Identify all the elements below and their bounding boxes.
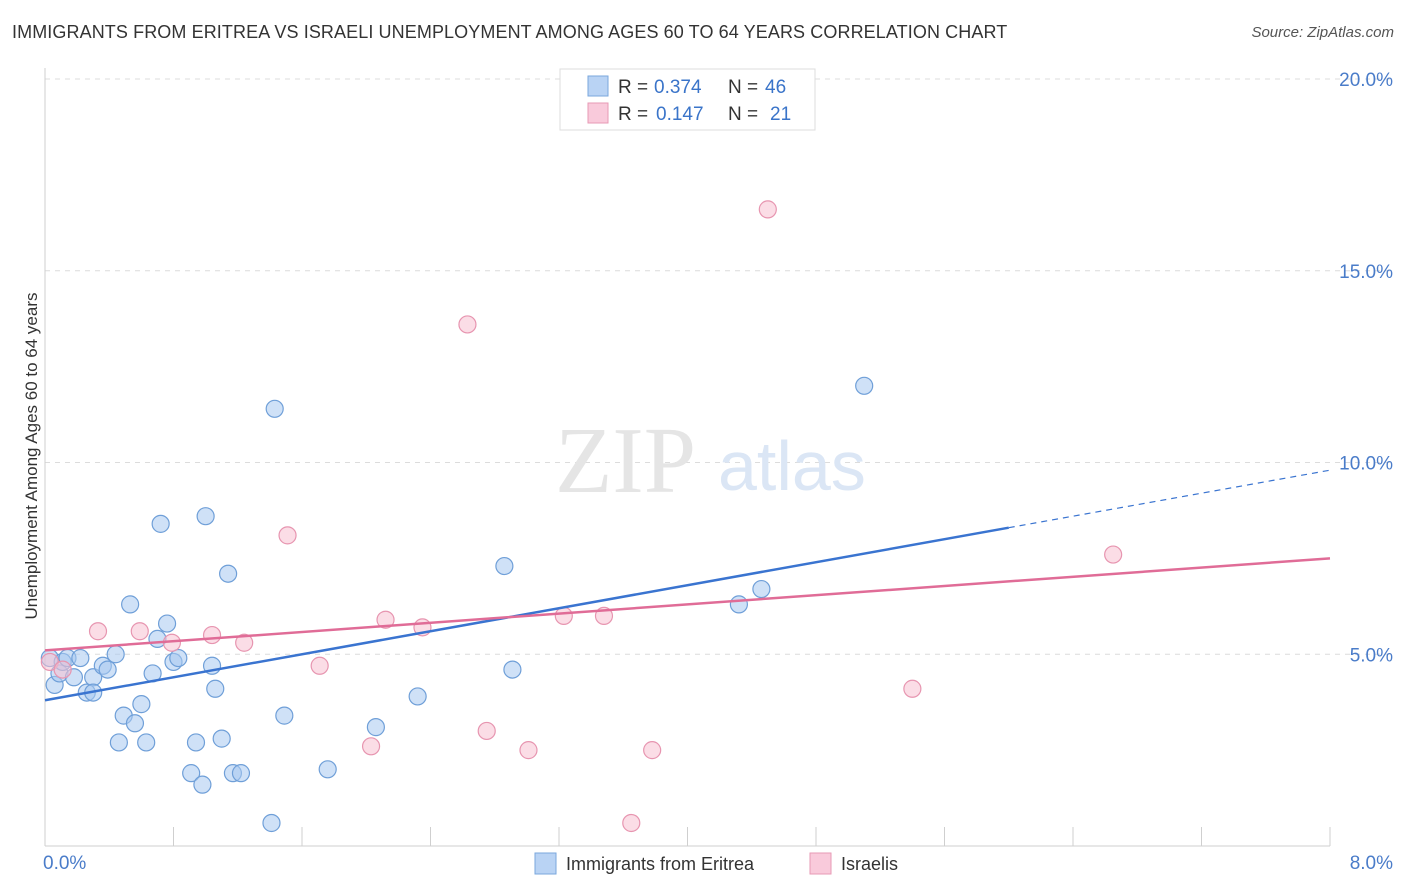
eritrea-point-22	[157, 614, 177, 633]
watermark-atlas: atlas	[718, 427, 866, 505]
eritrea-point-34	[231, 764, 251, 783]
bottom-legend-label-eritrea: Immigrants from Eritrea	[566, 854, 755, 874]
eritrea-point-24	[169, 648, 188, 668]
israelis-point-10	[376, 610, 395, 629]
x-ticks	[44, 827, 1331, 846]
legend-r-label-1: R =	[618, 77, 648, 98]
israelis-point-6	[235, 633, 254, 652]
israelis-point-15	[554, 606, 573, 626]
israelis-point-1	[53, 660, 72, 679]
legend-r-label-2: R =	[618, 104, 648, 125]
y-axis-title: Unemployment Among Ages 60 to 64 years	[22, 293, 41, 620]
eritrea-trend-extension	[1008, 469, 1331, 529]
legend-r-value-1: 0.374	[654, 77, 702, 98]
israelis-point-21	[1104, 545, 1123, 564]
eritrea-point-45	[855, 376, 874, 395]
israelis-point-2	[88, 622, 108, 641]
eritrea-point-21	[151, 514, 170, 533]
israelis-point-3	[130, 622, 149, 641]
watermark-zip: ZIP	[555, 409, 696, 513]
legend-n-value-1: 46	[765, 77, 786, 98]
x-tick-label-max: 8.0%	[1350, 853, 1393, 874]
israelis-point-8	[310, 656, 329, 675]
eritrea-point-32	[219, 564, 238, 583]
data-points	[40, 200, 1123, 833]
eritrea-point-39	[366, 718, 385, 737]
bottom-legend: Immigrants from Eritrea Israelis	[534, 852, 898, 875]
israelis-point-19	[758, 200, 777, 219]
top-legend: R = 0.374 N = 46 R = 0.147 N = 21	[559, 68, 816, 131]
legend-n-label-1: N =	[728, 77, 758, 98]
y-tick-label-5: 5.0%	[1350, 645, 1393, 666]
eritrea-point-43	[729, 595, 749, 614]
eritrea-point-27	[193, 775, 212, 794]
eritrea-point-41	[495, 556, 514, 576]
eritrea-point-11	[98, 660, 117, 679]
eritrea-trend-line	[44, 526, 1009, 702]
legend-swatch-eritrea	[587, 75, 609, 97]
eritrea-point-26	[186, 733, 206, 752]
x-tick-label-min: 0.0%	[43, 853, 86, 874]
bottom-legend-swatch-eritrea	[534, 852, 557, 875]
eritrea-point-30	[206, 679, 225, 698]
eritrea-point-16	[125, 714, 145, 733]
israelis-point-13	[477, 721, 496, 741]
eritrea-point-38	[318, 760, 337, 779]
eritrea-point-12	[106, 645, 125, 664]
chart-title: IMMIGRANTS FROM ERITREA VS ISRAELI UNEMP…	[12, 22, 1008, 42]
eritrea-point-18	[137, 733, 156, 752]
israelis-point-5	[202, 625, 222, 645]
eritrea-point-44	[752, 579, 771, 599]
legend-n-value-2: 21	[770, 104, 791, 125]
israelis-point-9	[361, 737, 381, 756]
eritrea-point-42	[503, 660, 522, 679]
israelis-trend-line	[44, 557, 1331, 652]
eritrea-point-31	[212, 729, 231, 748]
eritrea-point-6	[71, 648, 90, 668]
israelis-point-7	[278, 526, 297, 545]
y-tick-labels: 5.0% 10.0% 15.0% 20.0%	[1339, 70, 1393, 666]
legend-r-value-2: 0.147	[656, 104, 704, 125]
eritrea-point-40	[408, 687, 427, 706]
y-tick-label-20: 20.0%	[1339, 70, 1393, 91]
chart-source: Source: ZipAtlas.com	[1251, 24, 1394, 41]
eritrea-point-15	[121, 595, 140, 614]
eritrea-point-28	[196, 507, 215, 526]
israelis-point-17	[622, 813, 641, 833]
israelis-point-18	[643, 741, 662, 760]
israelis-point-14	[519, 741, 538, 760]
israelis-point-12	[458, 315, 477, 334]
eritrea-point-36	[265, 399, 284, 418]
legend-swatch-israelis	[587, 102, 609, 124]
y-tick-label-10: 10.0%	[1339, 454, 1393, 475]
eritrea-point-37	[275, 706, 294, 725]
y-tick-label-15: 15.0%	[1339, 262, 1393, 283]
legend-n-label-2: N =	[728, 104, 758, 125]
eritrea-point-35	[262, 813, 281, 833]
eritrea-point-25	[182, 764, 201, 783]
eritrea-point-13	[109, 733, 128, 752]
bottom-legend-swatch-israelis	[809, 852, 832, 875]
eritrea-point-17	[132, 695, 151, 714]
bottom-legend-label-israelis: Israelis	[841, 854, 898, 874]
trend-lines	[44, 469, 1331, 702]
israelis-point-20	[903, 679, 922, 698]
